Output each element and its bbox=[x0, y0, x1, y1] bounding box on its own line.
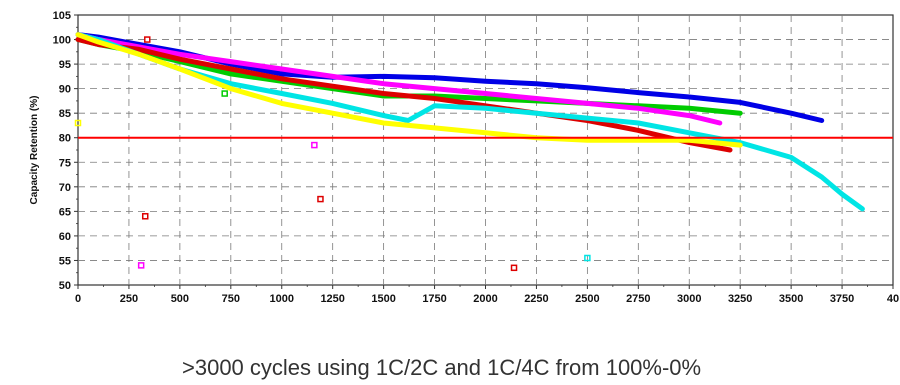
x-tick-label: 750 bbox=[222, 293, 240, 305]
y-tick-label: 105 bbox=[53, 10, 71, 22]
x-tick-label: 2500 bbox=[575, 293, 599, 305]
y-axis-title: Capacity Retention (%) bbox=[29, 96, 40, 205]
outlier-point bbox=[144, 36, 151, 43]
x-tick-label: 3000 bbox=[677, 293, 701, 305]
y-tick-label: 90 bbox=[59, 84, 71, 96]
outlier-point bbox=[510, 264, 518, 272]
series-layer bbox=[75, 32, 865, 212]
x-tick-label: 1500 bbox=[371, 293, 395, 305]
capacity-retention-chart: 0 250 500 750 1000 1250 1500 1750 2000 2250 2500 27… bbox=[29, 10, 899, 305]
y-tick-label: 70 bbox=[59, 182, 71, 194]
x-tick-label: 3500 bbox=[779, 293, 803, 305]
x-tick-label: 2250 bbox=[524, 293, 548, 305]
y-tick-label: 85 bbox=[59, 108, 71, 120]
series-line-6 bbox=[75, 32, 743, 148]
x-tick-label: 1000 bbox=[270, 293, 294, 305]
x-tick-label: 2000 bbox=[473, 293, 497, 305]
outlier-point bbox=[311, 141, 318, 149]
axis-ticks: 0 250 500 750 1000 1250 1500 1750 2000 2250 2500 27… bbox=[53, 10, 899, 305]
x-tick-label: 3750 bbox=[830, 293, 854, 305]
x-tick-label: 500 bbox=[171, 293, 189, 305]
outlier-point bbox=[74, 119, 82, 127]
x-tick-label: 0 bbox=[75, 293, 81, 305]
x-tick-label: 1750 bbox=[422, 293, 446, 305]
y-tick-label: 60 bbox=[59, 231, 71, 243]
x-tick-label: 40 bbox=[887, 293, 899, 305]
x-tick-label: 250 bbox=[120, 293, 138, 305]
x-tick-label: 3250 bbox=[728, 293, 752, 305]
series-line-3 bbox=[75, 32, 723, 126]
y-tick-label: 55 bbox=[59, 255, 71, 267]
caption-text: >3000 cycles using 1C/2C and 1C/4C from … bbox=[182, 355, 702, 380]
outlier-point bbox=[137, 262, 145, 269]
y-tick-label: 65 bbox=[59, 206, 71, 218]
outlier-layer bbox=[74, 36, 591, 272]
y-tick-label: 100 bbox=[53, 35, 71, 47]
outlier-point bbox=[584, 254, 591, 262]
x-tick-label: 1250 bbox=[320, 293, 344, 305]
y-tick-label: 95 bbox=[59, 59, 71, 71]
series-line-4 bbox=[75, 37, 733, 153]
outlier-point bbox=[317, 195, 324, 203]
x-tick-label: 2750 bbox=[626, 293, 650, 305]
outlier-point bbox=[221, 90, 228, 97]
outlier-point bbox=[141, 213, 149, 220]
y-tick-label: 75 bbox=[59, 157, 71, 169]
y-tick-label: 50 bbox=[59, 280, 71, 292]
y-tick-label: 80 bbox=[59, 133, 71, 145]
